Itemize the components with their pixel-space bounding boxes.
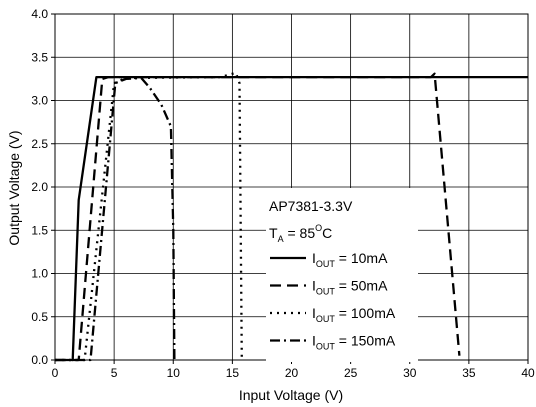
y-tick-label: 2.0 bbox=[31, 180, 48, 194]
y-tick-label: 1.0 bbox=[31, 267, 48, 281]
legend-background bbox=[266, 188, 418, 362]
legend-label-100ma: IOUT = 100mA bbox=[312, 305, 396, 324]
x-tick-label: 25 bbox=[344, 366, 358, 380]
x-tick-label: 30 bbox=[403, 366, 417, 380]
x-tick-label: 40 bbox=[521, 366, 535, 380]
y-tick-label: 1.5 bbox=[31, 223, 48, 237]
x-tick-label: 5 bbox=[111, 366, 118, 380]
series-line-150ma bbox=[55, 76, 176, 362]
legend-label-rest: = 100mA bbox=[335, 305, 396, 321]
legend-label-main: I bbox=[312, 278, 316, 294]
x-tick-label: 10 bbox=[167, 366, 181, 380]
legend-label-150ma: IOUT = 150mA bbox=[312, 333, 396, 352]
x-tick-label: 15 bbox=[226, 366, 240, 380]
x-tick-label: 20 bbox=[285, 366, 299, 380]
legend-temp-rest: = 85 bbox=[284, 225, 316, 241]
y-tick-label: 3.0 bbox=[31, 94, 48, 108]
legend-label-sub: OUT bbox=[316, 259, 336, 269]
legend-label-main: I bbox=[312, 305, 316, 321]
legend-label-main: I bbox=[312, 333, 316, 349]
x-axis-label: Input Voltage (V) bbox=[239, 387, 343, 403]
legend-device: AP7381-3.3V bbox=[269, 198, 353, 214]
legend-label-sub: OUT bbox=[316, 342, 336, 352]
legend-label-rest: = 10mA bbox=[335, 250, 388, 266]
legend-temp-main: T bbox=[269, 225, 278, 241]
legend-label-main: I bbox=[312, 250, 316, 266]
legend-label-sub: OUT bbox=[316, 287, 336, 297]
legend-temp-sup: O bbox=[315, 223, 322, 233]
y-axis-label: Output Voltage (V) bbox=[6, 130, 22, 245]
legend-label-10ma: IOUT = 10mA bbox=[312, 250, 388, 269]
x-tick-label: 0 bbox=[52, 366, 59, 380]
y-tick-label: 0.5 bbox=[31, 310, 48, 324]
legend-label-rest: = 150mA bbox=[335, 333, 396, 349]
legend-label-sub: OUT bbox=[316, 314, 336, 324]
legend-temp-unit: C bbox=[322, 225, 332, 241]
y-tick-label: 0.0 bbox=[31, 353, 48, 367]
legend-label-rest: = 50mA bbox=[335, 278, 388, 294]
y-tick-label: 3.5 bbox=[31, 50, 48, 64]
grid bbox=[55, 14, 528, 360]
legend-temp-sub: A bbox=[278, 234, 284, 244]
legend-label-50ma: IOUT = 50mA bbox=[312, 278, 388, 297]
legend-temperature: TA = 85OC bbox=[269, 223, 332, 244]
y-tick-label: 4.0 bbox=[31, 7, 48, 21]
ticks: 0 5 10 15 20 25 30 35 40 0.0 0.5 1.0 1.5 2.0 2.5 3.0 3.5… bbox=[31, 7, 535, 380]
x-tick-label: 35 bbox=[462, 366, 476, 380]
y-tick-label: 2.5 bbox=[31, 137, 48, 151]
